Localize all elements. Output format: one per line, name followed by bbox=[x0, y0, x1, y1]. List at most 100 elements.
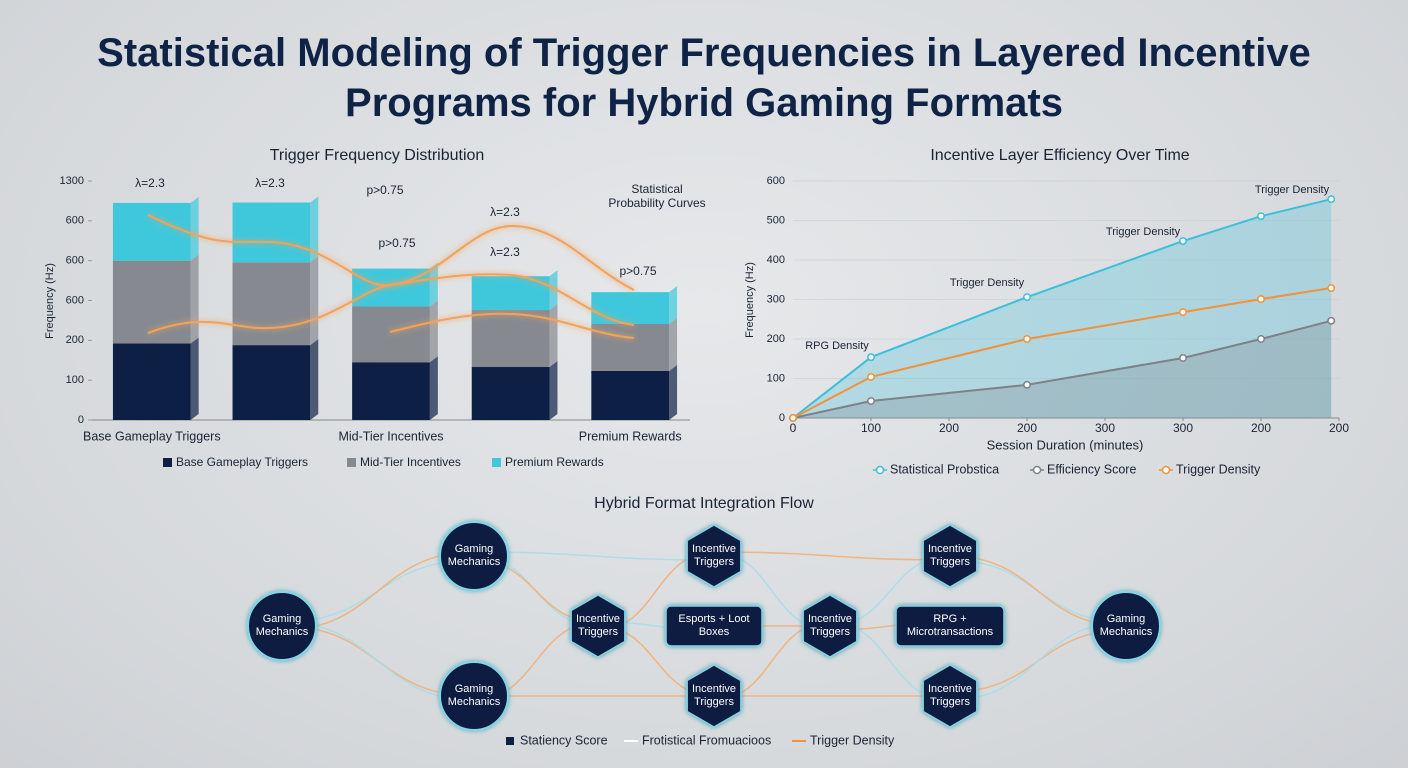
legend-label: Statiency Score bbox=[520, 733, 608, 747]
bar-side bbox=[310, 256, 319, 346]
legend-swatch bbox=[875, 465, 885, 475]
bar-segment bbox=[232, 202, 311, 263]
point bbox=[867, 353, 875, 362]
curve bbox=[389, 312, 635, 339]
bar-side bbox=[669, 286, 678, 325]
legend-label: Trigger Density bbox=[1176, 462, 1261, 476]
y-axis-label: Frequency (Hz) bbox=[744, 262, 756, 338]
legend-label: Statistical Probstica bbox=[890, 462, 999, 476]
chart-title: Incentive Layer Efficiency Over Time bbox=[930, 147, 1189, 164]
bar-segment bbox=[112, 343, 191, 420]
x-tick-label: 300 bbox=[1173, 421, 1193, 435]
node bbox=[247, 591, 317, 661]
point bbox=[867, 397, 875, 405]
node bbox=[665, 605, 763, 647]
y-tick-label: 600 bbox=[767, 175, 785, 187]
node bbox=[1091, 591, 1161, 661]
bar-segment bbox=[352, 362, 430, 420]
x-tick-label: Premium Rewards bbox=[579, 429, 682, 443]
node bbox=[439, 521, 509, 591]
point bbox=[1257, 212, 1265, 221]
bar-side bbox=[310, 196, 319, 263]
legend-swatch bbox=[492, 458, 501, 467]
legend-label: Premium Rewards bbox=[505, 455, 604, 469]
bar-segment bbox=[471, 276, 550, 311]
y-tick-label: 0 bbox=[78, 414, 84, 426]
point bbox=[1327, 195, 1336, 204]
bar-side bbox=[429, 262, 438, 307]
bar-segment bbox=[471, 367, 550, 420]
y-axis-label: Frequency (Hz) bbox=[44, 263, 56, 339]
point bbox=[1327, 316, 1336, 325]
y-tick-label: 1300 bbox=[60, 175, 84, 187]
page-title: Statistical Modeling of Trigger Frequenc… bbox=[97, 31, 1311, 125]
node bbox=[895, 605, 1005, 647]
legend-swatch bbox=[506, 737, 514, 745]
bar-side bbox=[429, 300, 438, 363]
y-tick-label: 600 bbox=[66, 255, 84, 267]
point bbox=[1023, 293, 1031, 302]
bar-segment bbox=[591, 371, 670, 420]
x-axis-label: Session Duration (minutes) bbox=[987, 437, 1144, 452]
bar-segment bbox=[232, 345, 311, 420]
legend-label: Base Gameplay Triggers bbox=[176, 455, 308, 469]
point bbox=[1327, 284, 1336, 292]
line bbox=[792, 287, 1332, 419]
y-tick-label: 600 bbox=[66, 294, 84, 306]
edge bbox=[713, 551, 951, 561]
bar-side bbox=[549, 361, 558, 420]
y-tick-label: 200 bbox=[767, 333, 785, 345]
annotation: Trigger Density bbox=[950, 277, 1025, 289]
bar-side bbox=[190, 337, 199, 420]
diagram-title: Hybrid Format Integration Flow bbox=[594, 495, 814, 512]
legend-label: Mid-Tier Incentives bbox=[360, 455, 461, 469]
point bbox=[1257, 335, 1265, 343]
bar-side bbox=[549, 304, 558, 368]
x-tick-label: 200 bbox=[1251, 421, 1271, 435]
bar-segment bbox=[352, 268, 430, 307]
line bbox=[792, 198, 1332, 419]
x-tick-label: Mid-Tier Incentives bbox=[338, 429, 443, 443]
y-tick-label: 600 bbox=[66, 215, 84, 227]
curve bbox=[147, 273, 635, 334]
bar-segment bbox=[591, 292, 670, 325]
node bbox=[922, 524, 978, 588]
point bbox=[1179, 354, 1187, 362]
node bbox=[922, 664, 978, 728]
point bbox=[789, 414, 797, 422]
legend-swatch bbox=[163, 458, 172, 467]
legend-swatch bbox=[347, 458, 356, 467]
bar-segment bbox=[232, 262, 311, 346]
annotation: Trigger Density bbox=[1255, 184, 1330, 196]
y-tick-label: 300 bbox=[767, 293, 785, 305]
bar-segment bbox=[591, 324, 670, 372]
y-tick-label: 0 bbox=[779, 412, 785, 424]
node bbox=[686, 524, 742, 588]
legend-label: Frotistical Fromuacioos bbox=[642, 733, 771, 747]
y-tick-label: 100 bbox=[66, 374, 84, 386]
annotation: Trigger Density bbox=[1106, 226, 1181, 238]
x-tick-label: 0 bbox=[790, 421, 797, 435]
bar-segment bbox=[471, 310, 550, 368]
y-tick-label: 200 bbox=[66, 334, 84, 346]
x-tick-label: 100 bbox=[861, 421, 881, 435]
legend-label: Efficiency Score bbox=[1047, 462, 1136, 476]
node bbox=[570, 594, 626, 658]
bar-side bbox=[669, 318, 678, 372]
y-tick-label: 100 bbox=[767, 372, 785, 384]
edge bbox=[473, 551, 715, 561]
area bbox=[793, 320, 1332, 418]
x-tick-label: 200 bbox=[1017, 421, 1037, 435]
chart-title: Trigger Frequency Distribution bbox=[270, 147, 485, 164]
x-tick-label: 200 bbox=[939, 421, 959, 435]
legend-swatch bbox=[1032, 465, 1042, 475]
point bbox=[867, 372, 875, 381]
x-tick-label: 200 bbox=[1329, 421, 1349, 435]
bar-side bbox=[549, 270, 558, 311]
legend-swatch bbox=[1161, 465, 1171, 475]
bar-segment bbox=[352, 306, 430, 363]
y-tick-label: 500 bbox=[767, 214, 785, 226]
node bbox=[439, 661, 509, 731]
